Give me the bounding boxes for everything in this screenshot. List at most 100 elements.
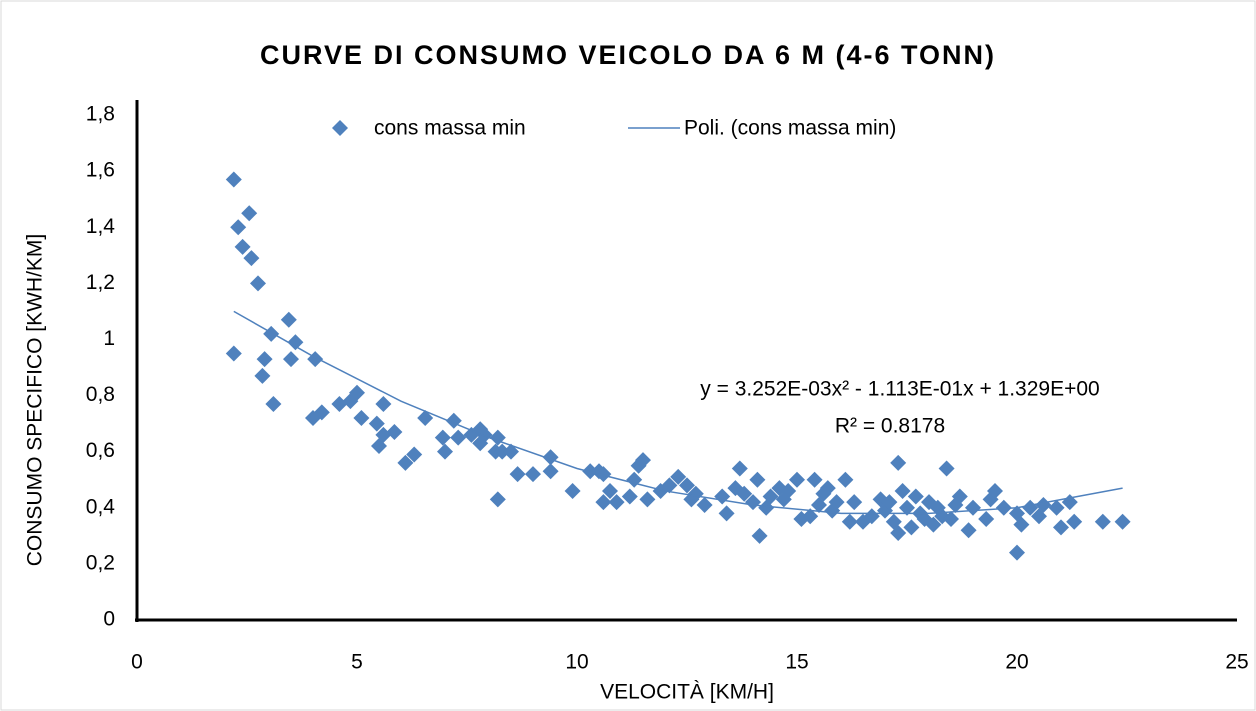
point — [1048, 499, 1065, 516]
point — [406, 446, 423, 463]
point — [608, 494, 625, 511]
point — [476, 426, 493, 443]
y-tick-label: 1,8 — [86, 103, 115, 126]
point — [899, 499, 915, 516]
point — [525, 466, 541, 483]
point — [349, 384, 365, 401]
point — [230, 219, 247, 236]
point — [978, 511, 995, 527]
point — [489, 491, 506, 508]
x-tick-label: 25 — [1225, 651, 1248, 674]
point — [313, 404, 330, 421]
point — [806, 471, 823, 488]
legend-label: Poli. (cons massa min) — [684, 117, 896, 140]
point — [397, 454, 414, 471]
point — [965, 499, 981, 516]
x-tick-label: 15 — [785, 651, 808, 674]
point — [881, 494, 898, 511]
point — [745, 494, 761, 511]
point — [890, 454, 907, 471]
x-tick-label: 10 — [565, 651, 588, 674]
point — [225, 171, 242, 188]
point — [1066, 513, 1083, 530]
y-tick-label: 1,6 — [86, 159, 115, 182]
point — [837, 471, 854, 488]
point — [256, 351, 273, 368]
point — [960, 522, 977, 539]
x-tick-label: 0 — [131, 651, 143, 674]
point — [938, 460, 955, 477]
point — [386, 424, 403, 441]
point — [595, 466, 612, 483]
x-tick-label: 20 — [1005, 651, 1028, 674]
point — [819, 480, 836, 497]
y-tick-label: 1,4 — [86, 215, 116, 238]
legend-marker — [332, 120, 348, 136]
point — [602, 482, 618, 499]
y-tick-label: 0 — [103, 608, 115, 631]
point — [1022, 499, 1039, 516]
point — [890, 525, 907, 542]
point — [995, 499, 1012, 516]
point — [243, 250, 260, 267]
point — [670, 468, 687, 485]
point — [509, 466, 526, 483]
point — [762, 488, 779, 505]
point — [494, 443, 511, 460]
point — [250, 275, 266, 292]
point — [375, 426, 392, 443]
point — [450, 429, 467, 446]
point — [1053, 519, 1069, 536]
trend-r2: R² = 0.8178 — [835, 415, 945, 438]
point — [417, 410, 434, 426]
point — [1013, 516, 1030, 533]
point — [846, 494, 863, 511]
y-tick-label: 0,6 — [86, 439, 115, 462]
point — [283, 351, 299, 368]
y-axis-label: CONSUMO SPECIFICO [KWH/KM] — [24, 234, 47, 567]
point — [1114, 513, 1131, 530]
point — [234, 238, 251, 255]
point — [331, 395, 348, 412]
y-tick-label: 0,8 — [86, 383, 115, 406]
point — [987, 482, 1003, 499]
point — [951, 488, 968, 505]
point — [802, 508, 819, 525]
y-tick-label: 1 — [103, 327, 115, 350]
point — [265, 395, 282, 412]
point — [749, 471, 766, 488]
point — [903, 519, 920, 536]
point — [789, 471, 805, 488]
point — [736, 485, 753, 502]
point — [635, 452, 651, 469]
point — [863, 508, 880, 525]
point — [542, 463, 559, 480]
point — [639, 491, 656, 508]
point — [280, 311, 297, 328]
point — [1094, 513, 1111, 530]
point — [503, 443, 519, 460]
point — [621, 488, 638, 505]
point — [241, 205, 258, 222]
point — [595, 494, 612, 511]
point — [894, 482, 911, 499]
point — [780, 482, 797, 499]
point — [287, 334, 304, 351]
point — [687, 485, 704, 502]
x-tick-label: 5 — [351, 651, 363, 674]
x-axis-label: VELOCITÀ [KM/H] — [600, 681, 774, 704]
point — [943, 511, 959, 527]
y-tick-label: 0,4 — [86, 495, 116, 518]
point — [375, 395, 392, 412]
point — [254, 367, 271, 384]
point — [564, 482, 581, 499]
point — [751, 527, 768, 544]
point — [907, 488, 924, 505]
point — [731, 460, 748, 477]
point — [696, 496, 713, 513]
point — [353, 410, 370, 426]
point — [661, 477, 678, 494]
point — [434, 429, 451, 446]
chart-title: CURVE DI CONSUMO VEICOLO DA 6 M (4-6 TON… — [260, 40, 996, 70]
